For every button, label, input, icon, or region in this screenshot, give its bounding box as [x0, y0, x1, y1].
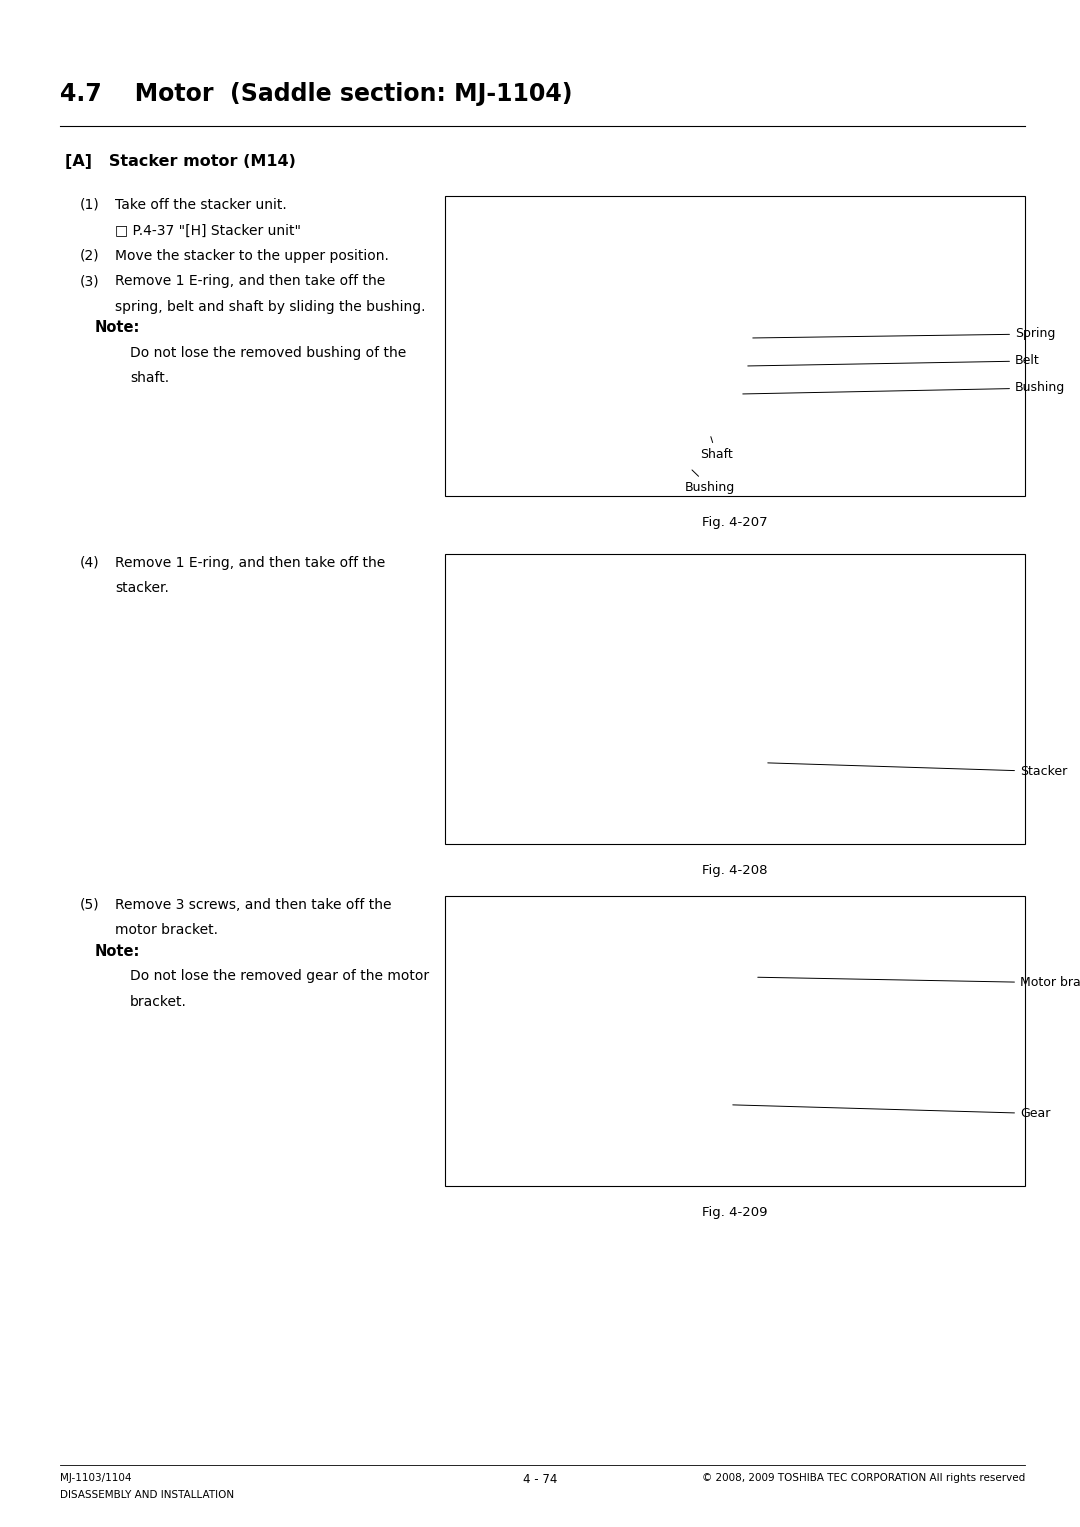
- Text: DISASSEMBLY AND INSTALLATION: DISASSEMBLY AND INSTALLATION: [60, 1490, 234, 1500]
- Text: □ P.4-37 "[H] Stacker unit": □ P.4-37 "[H] Stacker unit": [114, 223, 301, 238]
- Text: MJ-1103/1104: MJ-1103/1104: [60, 1474, 132, 1483]
- Text: © 2008, 2009 TOSHIBA TEC CORPORATION All rights reserved: © 2008, 2009 TOSHIBA TEC CORPORATION All…: [702, 1474, 1025, 1483]
- Text: [A]   Stacker motor (M14): [A] Stacker motor (M14): [65, 154, 296, 169]
- Bar: [445, 554, 1025, 844]
- Text: Bushing: Bushing: [743, 382, 1065, 394]
- Text: Gear: Gear: [732, 1106, 1051, 1119]
- Text: Remove 1 E-ring, and then take off the: Remove 1 E-ring, and then take off the: [114, 556, 386, 570]
- Text: Stacker: Stacker: [768, 764, 1067, 777]
- Text: Move the stacker to the upper position.: Move the stacker to the upper position.: [114, 249, 389, 263]
- Text: Motor bracket: Motor bracket: [758, 976, 1080, 989]
- Text: Note:: Note:: [95, 944, 140, 959]
- Text: shaft.: shaft.: [130, 371, 170, 385]
- Text: (3): (3): [80, 275, 99, 289]
- Text: Take off the stacker unit.: Take off the stacker unit.: [114, 199, 287, 212]
- Text: Do not lose the removed bushing of the: Do not lose the removed bushing of the: [130, 347, 406, 360]
- Text: Fig. 4-207: Fig. 4-207: [702, 516, 768, 528]
- Text: stacker.: stacker.: [114, 582, 168, 596]
- Text: Remove 3 screws, and then take off the: Remove 3 screws, and then take off the: [114, 898, 391, 912]
- Text: (1): (1): [80, 199, 99, 212]
- Text: Fig. 4-209: Fig. 4-209: [702, 1206, 768, 1219]
- Text: Remove 1 E-ring, and then take off the: Remove 1 E-ring, and then take off the: [114, 275, 386, 289]
- Text: Note:: Note:: [95, 321, 140, 336]
- Text: Belt: Belt: [747, 354, 1040, 368]
- Text: spring, belt and shaft by sliding the bushing.: spring, belt and shaft by sliding the bu…: [114, 299, 426, 315]
- Text: (5): (5): [80, 898, 99, 912]
- Bar: [445, 195, 1025, 496]
- Text: Bushing: Bushing: [685, 470, 735, 495]
- Bar: [445, 896, 1025, 1186]
- Text: Do not lose the removed gear of the motor: Do not lose the removed gear of the moto…: [130, 970, 429, 983]
- Text: 4.7    Motor  (Saddle section: MJ-1104): 4.7 Motor (Saddle section: MJ-1104): [60, 82, 572, 105]
- Text: motor bracket.: motor bracket.: [114, 924, 218, 938]
- Text: 4 - 74: 4 - 74: [523, 1474, 557, 1486]
- Text: (4): (4): [80, 556, 99, 570]
- Text: Fig. 4-208: Fig. 4-208: [702, 864, 768, 876]
- Text: Shaft: Shaft: [700, 437, 732, 461]
- Text: (2): (2): [80, 249, 99, 263]
- Text: bracket.: bracket.: [130, 996, 187, 1009]
- Text: Spring: Spring: [753, 327, 1055, 341]
